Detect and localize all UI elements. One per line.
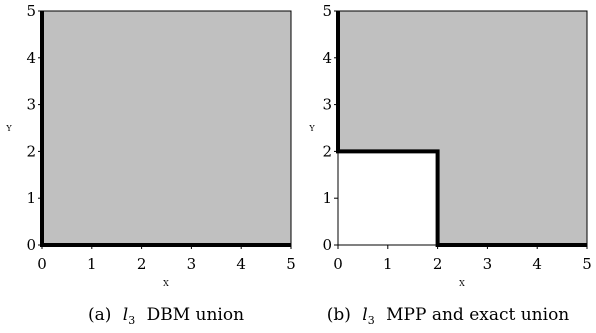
- y-tick-label: 2: [322, 142, 332, 160]
- y-ticks: 0 1 2 3 4 5: [322, 2, 338, 254]
- y-tick-label: 2: [26, 142, 36, 160]
- caption-text: MPP and exact union: [386, 305, 569, 325]
- caption-label: (b): [327, 305, 351, 325]
- caption-subscript: 3: [368, 314, 375, 327]
- caption-var: l: [123, 305, 128, 325]
- y-ticks: 0 1 2 3 4 5: [26, 2, 42, 254]
- caption-text: DBM union: [147, 305, 245, 325]
- x-tick-label: 2: [137, 255, 147, 273]
- caption-var: l: [362, 305, 367, 325]
- x-axis-label: X: [163, 279, 169, 288]
- feasible-region: [338, 11, 587, 245]
- x-tick-label: 2: [433, 255, 443, 273]
- y-tick-label: 4: [322, 49, 332, 67]
- y-tick-label: 5: [322, 2, 332, 20]
- x-ticks: 0 1 2 3 4 5: [37, 245, 296, 273]
- x-tick-label: 3: [187, 255, 197, 273]
- x-tick-label: 1: [383, 255, 393, 273]
- x-tick-label: 0: [37, 255, 47, 273]
- caption-label: (a): [88, 305, 111, 325]
- x-tick-label: 4: [532, 255, 542, 273]
- x-tick-label: 3: [483, 255, 493, 273]
- y-tick-label: 0: [322, 236, 332, 254]
- y-axis-label: Y: [308, 124, 315, 133]
- y-tick-label: 3: [322, 96, 332, 114]
- y-tick-label: 4: [26, 49, 36, 67]
- y-axis-label: Y: [5, 124, 12, 133]
- y-tick-label: 5: [26, 2, 36, 20]
- x-tick-label: 1: [87, 255, 97, 273]
- x-tick-label: 0: [333, 255, 343, 273]
- x-ticks: 0 1 2 3 4 5: [333, 245, 592, 273]
- plot-frame: [338, 10, 588, 245]
- x-axis-label: X: [459, 279, 465, 288]
- plot-frame: [42, 10, 292, 245]
- caption-a: (a) l3 DBM union: [88, 305, 244, 329]
- x-tick-label: 4: [236, 255, 246, 273]
- caption-b: (b) l3 MPP and exact union: [327, 305, 570, 329]
- y-tick-label: 1: [322, 189, 332, 207]
- y-tick-label: 3: [26, 96, 36, 114]
- y-tick-label: 0: [26, 236, 36, 254]
- caption-subscript: 3: [128, 314, 135, 327]
- feasible-region: [42, 11, 291, 245]
- x-tick-label: 5: [286, 255, 296, 273]
- y-tick-label: 1: [26, 189, 36, 207]
- x-tick-label: 5: [582, 255, 592, 273]
